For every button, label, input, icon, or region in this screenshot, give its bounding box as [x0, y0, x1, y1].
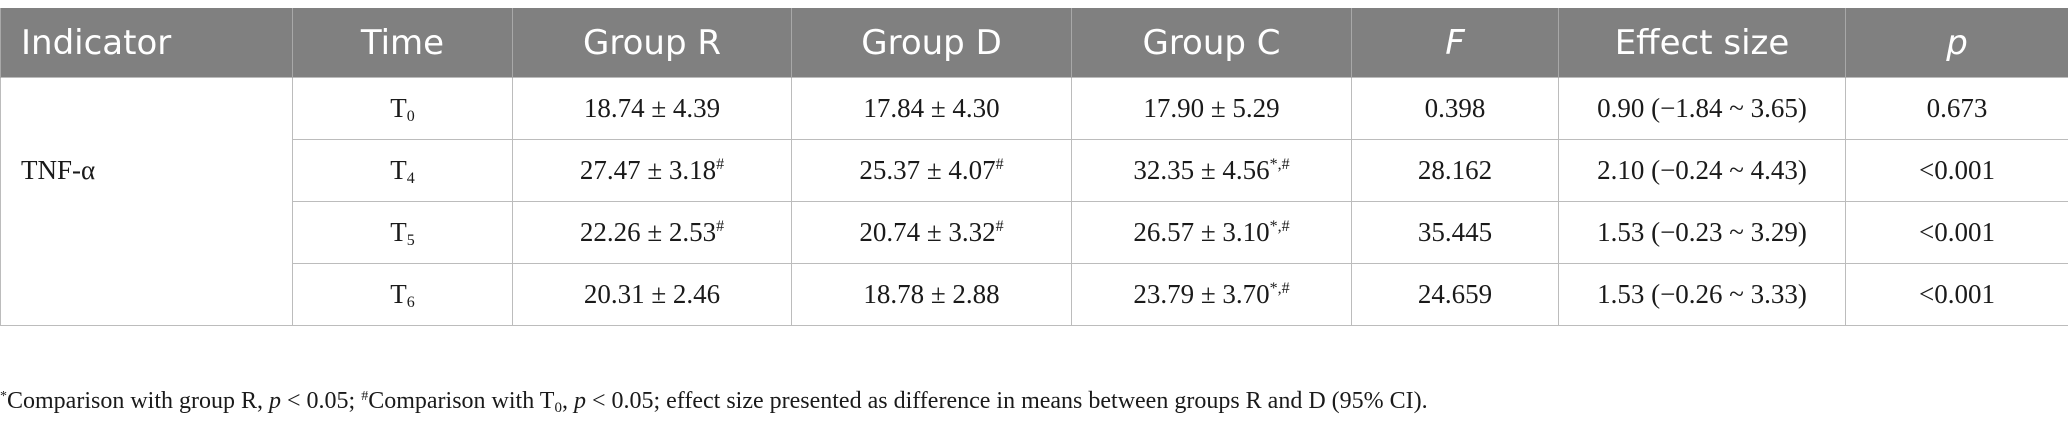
group-c-cell: 26.57 ± 3.10*,# — [1071, 201, 1352, 264]
group-d-value: 17.84 ± 4.30 — [863, 93, 1000, 123]
header-time: Time — [292, 8, 513, 78]
effect-size-cell: 1.53 (−0.23 ~ 3.29) — [1558, 201, 1846, 264]
header-group-c: Group C — [1071, 8, 1352, 78]
effect-size-cell: 2.10 (−0.24 ~ 4.43) — [1558, 139, 1846, 202]
p-cell: <0.001 — [1845, 263, 2068, 326]
group-c-cell: 23.79 ± 3.70*,# — [1071, 263, 1352, 326]
indicator-cell-blank — [0, 263, 293, 326]
group-c-cell: 17.90 ± 5.29 — [1071, 77, 1352, 140]
time-label: T — [390, 93, 407, 123]
group-c-mark: *,# — [1269, 156, 1290, 173]
header-group-r: Group R — [512, 8, 792, 78]
group-r-value: 22.26 ± 2.53 — [579, 217, 717, 247]
f-cell: 0.398 — [1351, 77, 1559, 140]
f-cell: 28.162 — [1351, 139, 1559, 202]
group-r-cell: 20.31 ± 2.46 — [512, 263, 792, 326]
group-d-value: 18.78 ± 2.88 — [863, 279, 1000, 309]
group-d-cell: 17.84 ± 4.30 — [791, 77, 1072, 140]
table-row: TNF-α T4 27.47 ± 3.18# 25.37 ± 4.07# 32.… — [0, 139, 2068, 202]
results-table-container: Indicator Time Group R Group D Group C F… — [0, 8, 2068, 326]
footnote-text: < 0.05; — [281, 388, 362, 414]
footnote-p-symbol: p — [269, 388, 281, 414]
p-cell: <0.001 — [1845, 201, 2068, 264]
group-c-cell: 32.35 ± 4.56*,# — [1071, 139, 1352, 202]
header-row: Indicator Time Group R Group D Group C F… — [0, 8, 2068, 78]
f-cell: 24.659 — [1351, 263, 1559, 326]
group-r-value: 27.47 ± 3.18 — [579, 155, 717, 185]
group-r-mark: # — [716, 156, 725, 173]
footnote-text: , — [561, 388, 574, 414]
time-subscript: 5 — [406, 232, 415, 249]
time-label: T — [390, 155, 407, 185]
group-c-value: 23.79 ± 3.70 — [1133, 279, 1270, 309]
indicator-cell: TNF-α — [0, 139, 293, 202]
footnote-star-mark: * — [0, 389, 7, 404]
indicator-cell-blank — [0, 201, 293, 264]
footnote-p-symbol: p — [573, 388, 586, 414]
time-cell: T4 — [292, 139, 513, 202]
group-c-mark: *,# — [1269, 218, 1290, 235]
time-label: T — [390, 279, 407, 309]
header-effect-size: Effect size — [1558, 8, 1846, 78]
time-cell: T0 — [292, 77, 513, 140]
group-d-mark: # — [995, 218, 1004, 235]
header-indicator: Indicator — [0, 8, 293, 78]
footnote-text: < 0.05; effect size presented as differe… — [585, 388, 1428, 414]
group-d-cell: 20.74 ± 3.32# — [791, 201, 1072, 264]
footnote-hash-mark: # — [361, 389, 369, 404]
indicator-cell-blank — [0, 77, 293, 140]
header-p: p — [1845, 8, 2068, 78]
p-cell: 0.673 — [1845, 77, 2068, 140]
time-cell: T6 — [292, 263, 513, 326]
effect-size-cell: 1.53 (−0.26 ~ 3.33) — [1558, 263, 1846, 326]
results-table: Indicator Time Group R Group D Group C F… — [0, 8, 2068, 326]
effect-size-cell: 0.90 (−1.84 ~ 3.65) — [1558, 77, 1846, 140]
header-f: F — [1351, 8, 1559, 78]
table-row: T6 20.31 ± 2.46 18.78 ± 2.88 23.79 ± 3.7… — [0, 263, 2068, 326]
footnote-time-subscript: 0 — [554, 400, 562, 416]
time-label: T — [390, 217, 407, 247]
time-subscript: 0 — [406, 108, 415, 125]
group-r-cell: 18.74 ± 4.39 — [512, 77, 792, 140]
group-r-cell: 22.26 ± 2.53# — [512, 201, 792, 264]
group-d-value: 25.37 ± 4.07 — [859, 155, 996, 185]
time-cell: T5 — [292, 201, 513, 264]
p-cell: <0.001 — [1845, 139, 2068, 202]
group-r-value: 18.74 ± 4.39 — [583, 93, 721, 123]
time-subscript: 6 — [406, 294, 415, 311]
group-c-mark: *,# — [1269, 280, 1290, 297]
group-d-value: 20.74 ± 3.32 — [859, 217, 996, 247]
time-subscript: 4 — [406, 170, 415, 187]
group-r-value: 20.31 ± 2.46 — [583, 279, 721, 309]
group-c-value: 26.57 ± 3.10 — [1133, 217, 1270, 247]
group-c-value: 32.35 ± 4.56 — [1133, 155, 1270, 185]
group-d-mark: # — [995, 156, 1004, 173]
group-r-cell: 27.47 ± 3.18# — [512, 139, 792, 202]
header-group-d: Group D — [791, 8, 1072, 78]
group-d-cell: 18.78 ± 2.88 — [791, 263, 1072, 326]
group-d-cell: 25.37 ± 4.07# — [791, 139, 1072, 202]
table-row: T5 22.26 ± 2.53# 20.74 ± 3.32# 26.57 ± 3… — [0, 201, 2068, 264]
footnote-text: Comparison with T — [368, 388, 555, 414]
table-footnote: *Comparison with group R, p < 0.05; #Com… — [0, 388, 1428, 416]
f-cell: 35.445 — [1351, 201, 1559, 264]
group-r-mark: # — [716, 218, 725, 235]
table-row: T0 18.74 ± 4.39 17.84 ± 4.30 17.90 ± 5.2… — [0, 77, 2068, 140]
group-c-value: 17.90 ± 5.29 — [1143, 93, 1280, 123]
footnote-text: Comparison with group R, — [7, 388, 269, 414]
